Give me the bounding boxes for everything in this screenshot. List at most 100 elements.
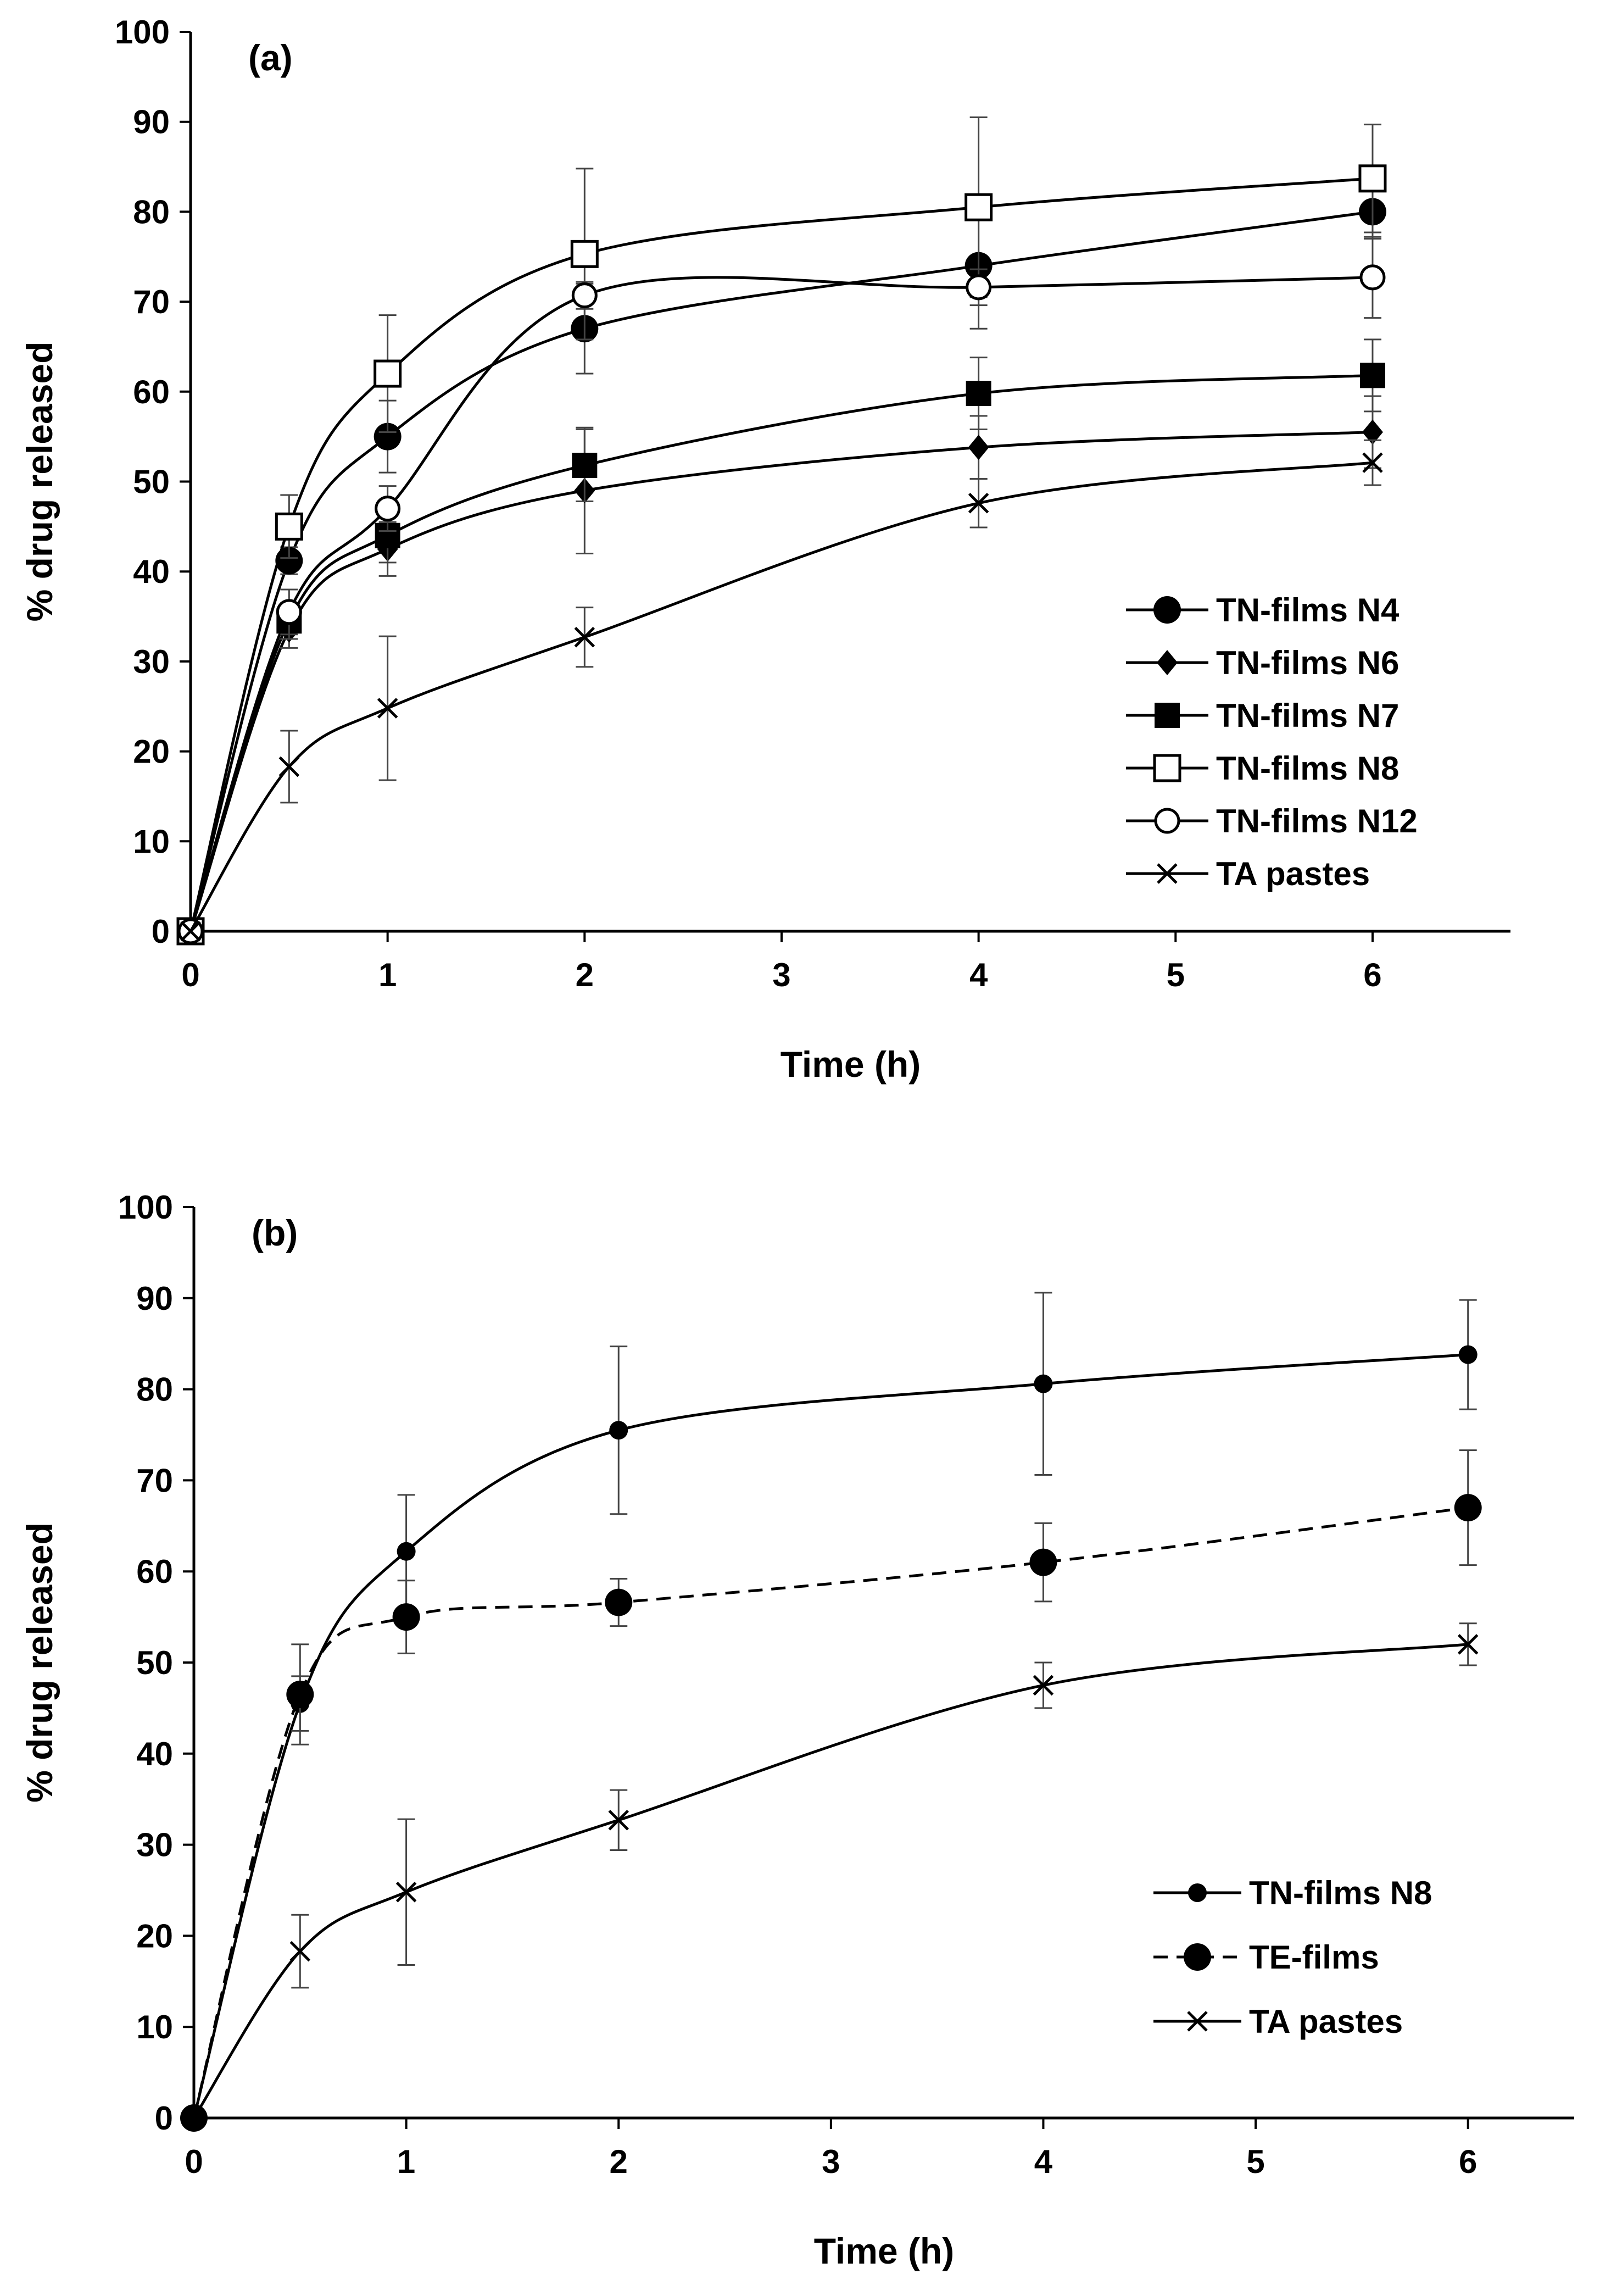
data-point bbox=[609, 1421, 628, 1440]
data-point bbox=[1033, 1675, 1054, 1696]
data-point bbox=[180, 921, 201, 942]
y-tick-label: 50 bbox=[133, 464, 170, 501]
legend-item-tn-films-n8: TN-films N8 bbox=[1126, 750, 1399, 787]
x-tick-label: 4 bbox=[1034, 2143, 1053, 2180]
data-point bbox=[1458, 1345, 1478, 1364]
panel-label: (b) bbox=[252, 1213, 298, 1253]
legend-marker bbox=[1153, 754, 1181, 782]
data-point bbox=[275, 512, 303, 541]
y-tick-label: 30 bbox=[136, 1827, 173, 1864]
data-point bbox=[966, 381, 991, 407]
x-tick-label: 6 bbox=[1363, 957, 1381, 993]
legend: TN-films N8 TE-films TA pastes bbox=[1153, 1875, 1432, 2040]
y-tick-label: 60 bbox=[136, 1553, 173, 1590]
x-tick-label: 2 bbox=[576, 957, 594, 993]
x-tick-label: 4 bbox=[969, 957, 988, 993]
data-point bbox=[377, 698, 398, 719]
legend-label: TE-films bbox=[1249, 1939, 1379, 1976]
axes: 0 10 20 30 40 50 60 70 80 90 100 0 1 2 3 4 5 6 bbox=[115, 14, 1510, 993]
y-tick-label: 40 bbox=[133, 553, 170, 590]
y-tick-label: 30 bbox=[133, 643, 170, 680]
data-point bbox=[373, 422, 402, 451]
legend-item-ta-pastes: TA pastes bbox=[1126, 855, 1370, 892]
series-line bbox=[192, 1506, 1469, 2119]
data-point bbox=[397, 1542, 416, 1561]
x-tick-label: 3 bbox=[772, 957, 790, 993]
legend-item-tn-films-n4: TN-films N4 bbox=[1126, 592, 1400, 629]
series-ta-pastes bbox=[183, 1622, 1479, 2128]
legend-label: TN-films N6 bbox=[1216, 644, 1399, 681]
legend-marker bbox=[1155, 703, 1180, 728]
legend-label: TN-films N8 bbox=[1249, 1875, 1432, 1911]
data-point bbox=[373, 359, 402, 388]
y-tick-label: 70 bbox=[136, 1462, 173, 1499]
legend-item-ta-pastes: TA pastes bbox=[1153, 2003, 1403, 2040]
series-tn-films-n6 bbox=[180, 395, 1383, 944]
data-point bbox=[1359, 363, 1385, 388]
data-point bbox=[375, 496, 401, 522]
y-tick-label: 100 bbox=[115, 14, 170, 51]
data-point bbox=[572, 453, 598, 479]
y-tick-label: 80 bbox=[133, 193, 170, 230]
data-point bbox=[1029, 1548, 1057, 1576]
data-point bbox=[275, 547, 303, 575]
legend-item-tn-films-n7: TN-films N7 bbox=[1126, 697, 1399, 734]
legend-item-tn-films-n6: TN-films N6 bbox=[1126, 644, 1399, 681]
series-tn-films-n8 bbox=[176, 116, 1387, 946]
series-tn-films-n8 bbox=[185, 1292, 1478, 2127]
data-point bbox=[968, 493, 989, 514]
y-tick-label: 0 bbox=[155, 2100, 173, 2137]
data-point bbox=[608, 1810, 629, 1831]
series-line bbox=[189, 374, 1373, 932]
x-tick-label: 6 bbox=[1459, 2143, 1477, 2180]
data-point bbox=[1362, 419, 1383, 445]
series-line bbox=[189, 431, 1373, 932]
series-line bbox=[189, 210, 1373, 932]
data-point bbox=[1358, 164, 1387, 193]
legend: TN-films N4 TN-films N6 TN-films N7 TN-film… bbox=[1126, 592, 1418, 892]
y-tick-label: 40 bbox=[136, 1736, 173, 1772]
panel-a: 0 10 20 30 40 50 60 70 80 90 100 0 1 2 3 4 5 6 Time (h) % d… bbox=[19, 14, 1510, 1085]
y-tick-label: 80 bbox=[136, 1371, 173, 1408]
y-tick-label: 70 bbox=[133, 283, 170, 320]
x-tick-label: 3 bbox=[822, 2143, 840, 2180]
data-point bbox=[183, 2108, 204, 2128]
panel-label: (a) bbox=[248, 37, 293, 78]
series-line bbox=[189, 461, 1373, 932]
data-point bbox=[571, 282, 598, 309]
legend-item-tn-films-n12: TN-films N12 bbox=[1126, 803, 1418, 840]
x-tick-label: 0 bbox=[181, 957, 199, 993]
axes: 0 10 20 30 40 50 60 70 80 90 100 0 1 2 3 4 5 6 bbox=[118, 1189, 1574, 2180]
panel-b: 0 10 20 30 40 50 60 70 80 90 100 0 1 2 3 4 5 6 Time (h) % d… bbox=[19, 1189, 1574, 2271]
x-tick-label: 0 bbox=[185, 2143, 203, 2180]
legend-item-te-films: TE-films bbox=[1153, 1939, 1379, 1976]
y-tick-label: 20 bbox=[133, 733, 170, 770]
data-point bbox=[395, 1882, 417, 1903]
legend-item-tn-films-n8: TN-films N8 bbox=[1153, 1875, 1432, 1911]
legend-label: TA pastes bbox=[1216, 855, 1370, 892]
x-tick-label: 1 bbox=[378, 957, 397, 993]
x-tick-label: 1 bbox=[397, 2143, 415, 2180]
legend-marker bbox=[1188, 1883, 1207, 1902]
data-point bbox=[966, 274, 992, 301]
y-tick-label: 100 bbox=[118, 1189, 173, 1226]
x-tick-label: 2 bbox=[610, 2143, 628, 2180]
legend-marker bbox=[1153, 596, 1181, 624]
legend-marker bbox=[1157, 650, 1178, 675]
y-tick-label: 90 bbox=[133, 104, 170, 141]
x-axis-title: Time (h) bbox=[781, 1044, 921, 1085]
legend-marker bbox=[1184, 1943, 1211, 1971]
y-tick-label: 20 bbox=[136, 1917, 173, 1954]
legend-label: TN-films N12 bbox=[1216, 803, 1418, 840]
data-point bbox=[1362, 452, 1383, 473]
data-point bbox=[289, 1941, 311, 1962]
data-point bbox=[1454, 1494, 1482, 1522]
series-te-films bbox=[180, 1449, 1482, 2132]
legend-marker bbox=[1157, 863, 1178, 884]
y-tick-label: 60 bbox=[133, 374, 170, 410]
series-line bbox=[189, 276, 1373, 932]
legend-marker bbox=[1187, 2011, 1208, 2032]
y-tick-label: 90 bbox=[136, 1280, 173, 1317]
legend-marker bbox=[1154, 808, 1180, 834]
